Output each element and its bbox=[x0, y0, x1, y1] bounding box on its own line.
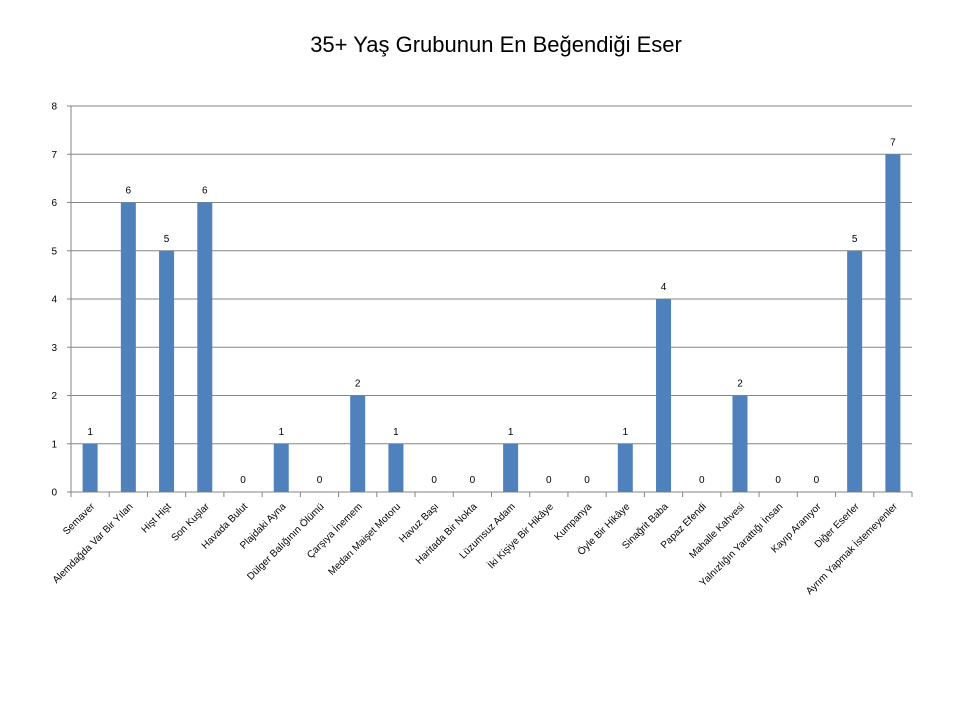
bar bbox=[885, 154, 901, 492]
bar bbox=[617, 443, 633, 492]
bars bbox=[82, 154, 901, 492]
gridlines bbox=[71, 105, 912, 445]
data-label: 5 bbox=[852, 234, 858, 245]
data-label: 6 bbox=[126, 186, 132, 197]
x-tick-label: İki Kişiye Bir Hikâye bbox=[485, 500, 557, 572]
data-label: 6 bbox=[202, 186, 208, 197]
axes bbox=[67, 105, 913, 497]
data-label: 0 bbox=[814, 475, 820, 486]
data-label: 0 bbox=[470, 475, 476, 486]
y-tick-label: 8 bbox=[51, 102, 57, 113]
data-label: 2 bbox=[355, 379, 361, 390]
y-tick-label: 0 bbox=[51, 488, 57, 499]
y-tick-label: 1 bbox=[51, 439, 57, 450]
data-label: 1 bbox=[623, 427, 629, 438]
data-label: 5 bbox=[164, 234, 170, 245]
data-label: 0 bbox=[775, 475, 781, 486]
bar bbox=[503, 443, 519, 492]
data-label: 2 bbox=[737, 379, 743, 390]
bar bbox=[656, 299, 672, 492]
y-tick-label: 6 bbox=[51, 198, 57, 209]
data-label: 0 bbox=[431, 475, 437, 486]
x-tick-label: Semaver bbox=[61, 501, 98, 538]
bar bbox=[350, 395, 366, 492]
bar bbox=[120, 202, 136, 492]
data-label: 1 bbox=[278, 427, 284, 438]
data-label: 7 bbox=[890, 137, 896, 148]
bar bbox=[82, 443, 98, 492]
x-tick-label: Medarı Maişet Motoru bbox=[326, 501, 403, 578]
y-tick-label: 2 bbox=[51, 391, 57, 402]
bar bbox=[732, 395, 748, 492]
y-tick-label: 5 bbox=[51, 246, 57, 257]
bar bbox=[273, 443, 289, 492]
data-label: 0 bbox=[584, 475, 590, 486]
y-tick-label: 4 bbox=[51, 295, 57, 306]
data-label: 4 bbox=[661, 282, 667, 293]
bar bbox=[388, 443, 404, 492]
x-tick-label: Hişt Hişt bbox=[140, 501, 174, 535]
data-label: 0 bbox=[240, 475, 246, 486]
data-label: 0 bbox=[699, 475, 705, 486]
data-label: 0 bbox=[317, 475, 323, 486]
y-tick-labels: 0 1 2 3 4 5 6 7 8 bbox=[51, 102, 57, 499]
y-tick-label: 7 bbox=[51, 150, 57, 161]
bar bbox=[159, 250, 175, 492]
x-tick-label: Dülger Balığının Ölümü bbox=[245, 501, 327, 583]
data-label: 1 bbox=[87, 427, 93, 438]
data-label: 1 bbox=[393, 427, 399, 438]
y-tick-label: 3 bbox=[51, 343, 57, 354]
x-tick-label: Alemdağda Var Bir Yılan bbox=[51, 501, 136, 586]
data-label: 1 bbox=[508, 427, 514, 438]
chart-title: 35+ Yaş Grubunun En Beğendiği Eser bbox=[310, 32, 682, 57]
data-label: 0 bbox=[546, 475, 552, 486]
bar bbox=[197, 202, 213, 492]
bar bbox=[847, 250, 863, 492]
data-labels: 1 6 5 6 0 1 0 2 1 0 0 1 0 0 1 4 0 2 0 0 5 7 bbox=[87, 137, 896, 486]
